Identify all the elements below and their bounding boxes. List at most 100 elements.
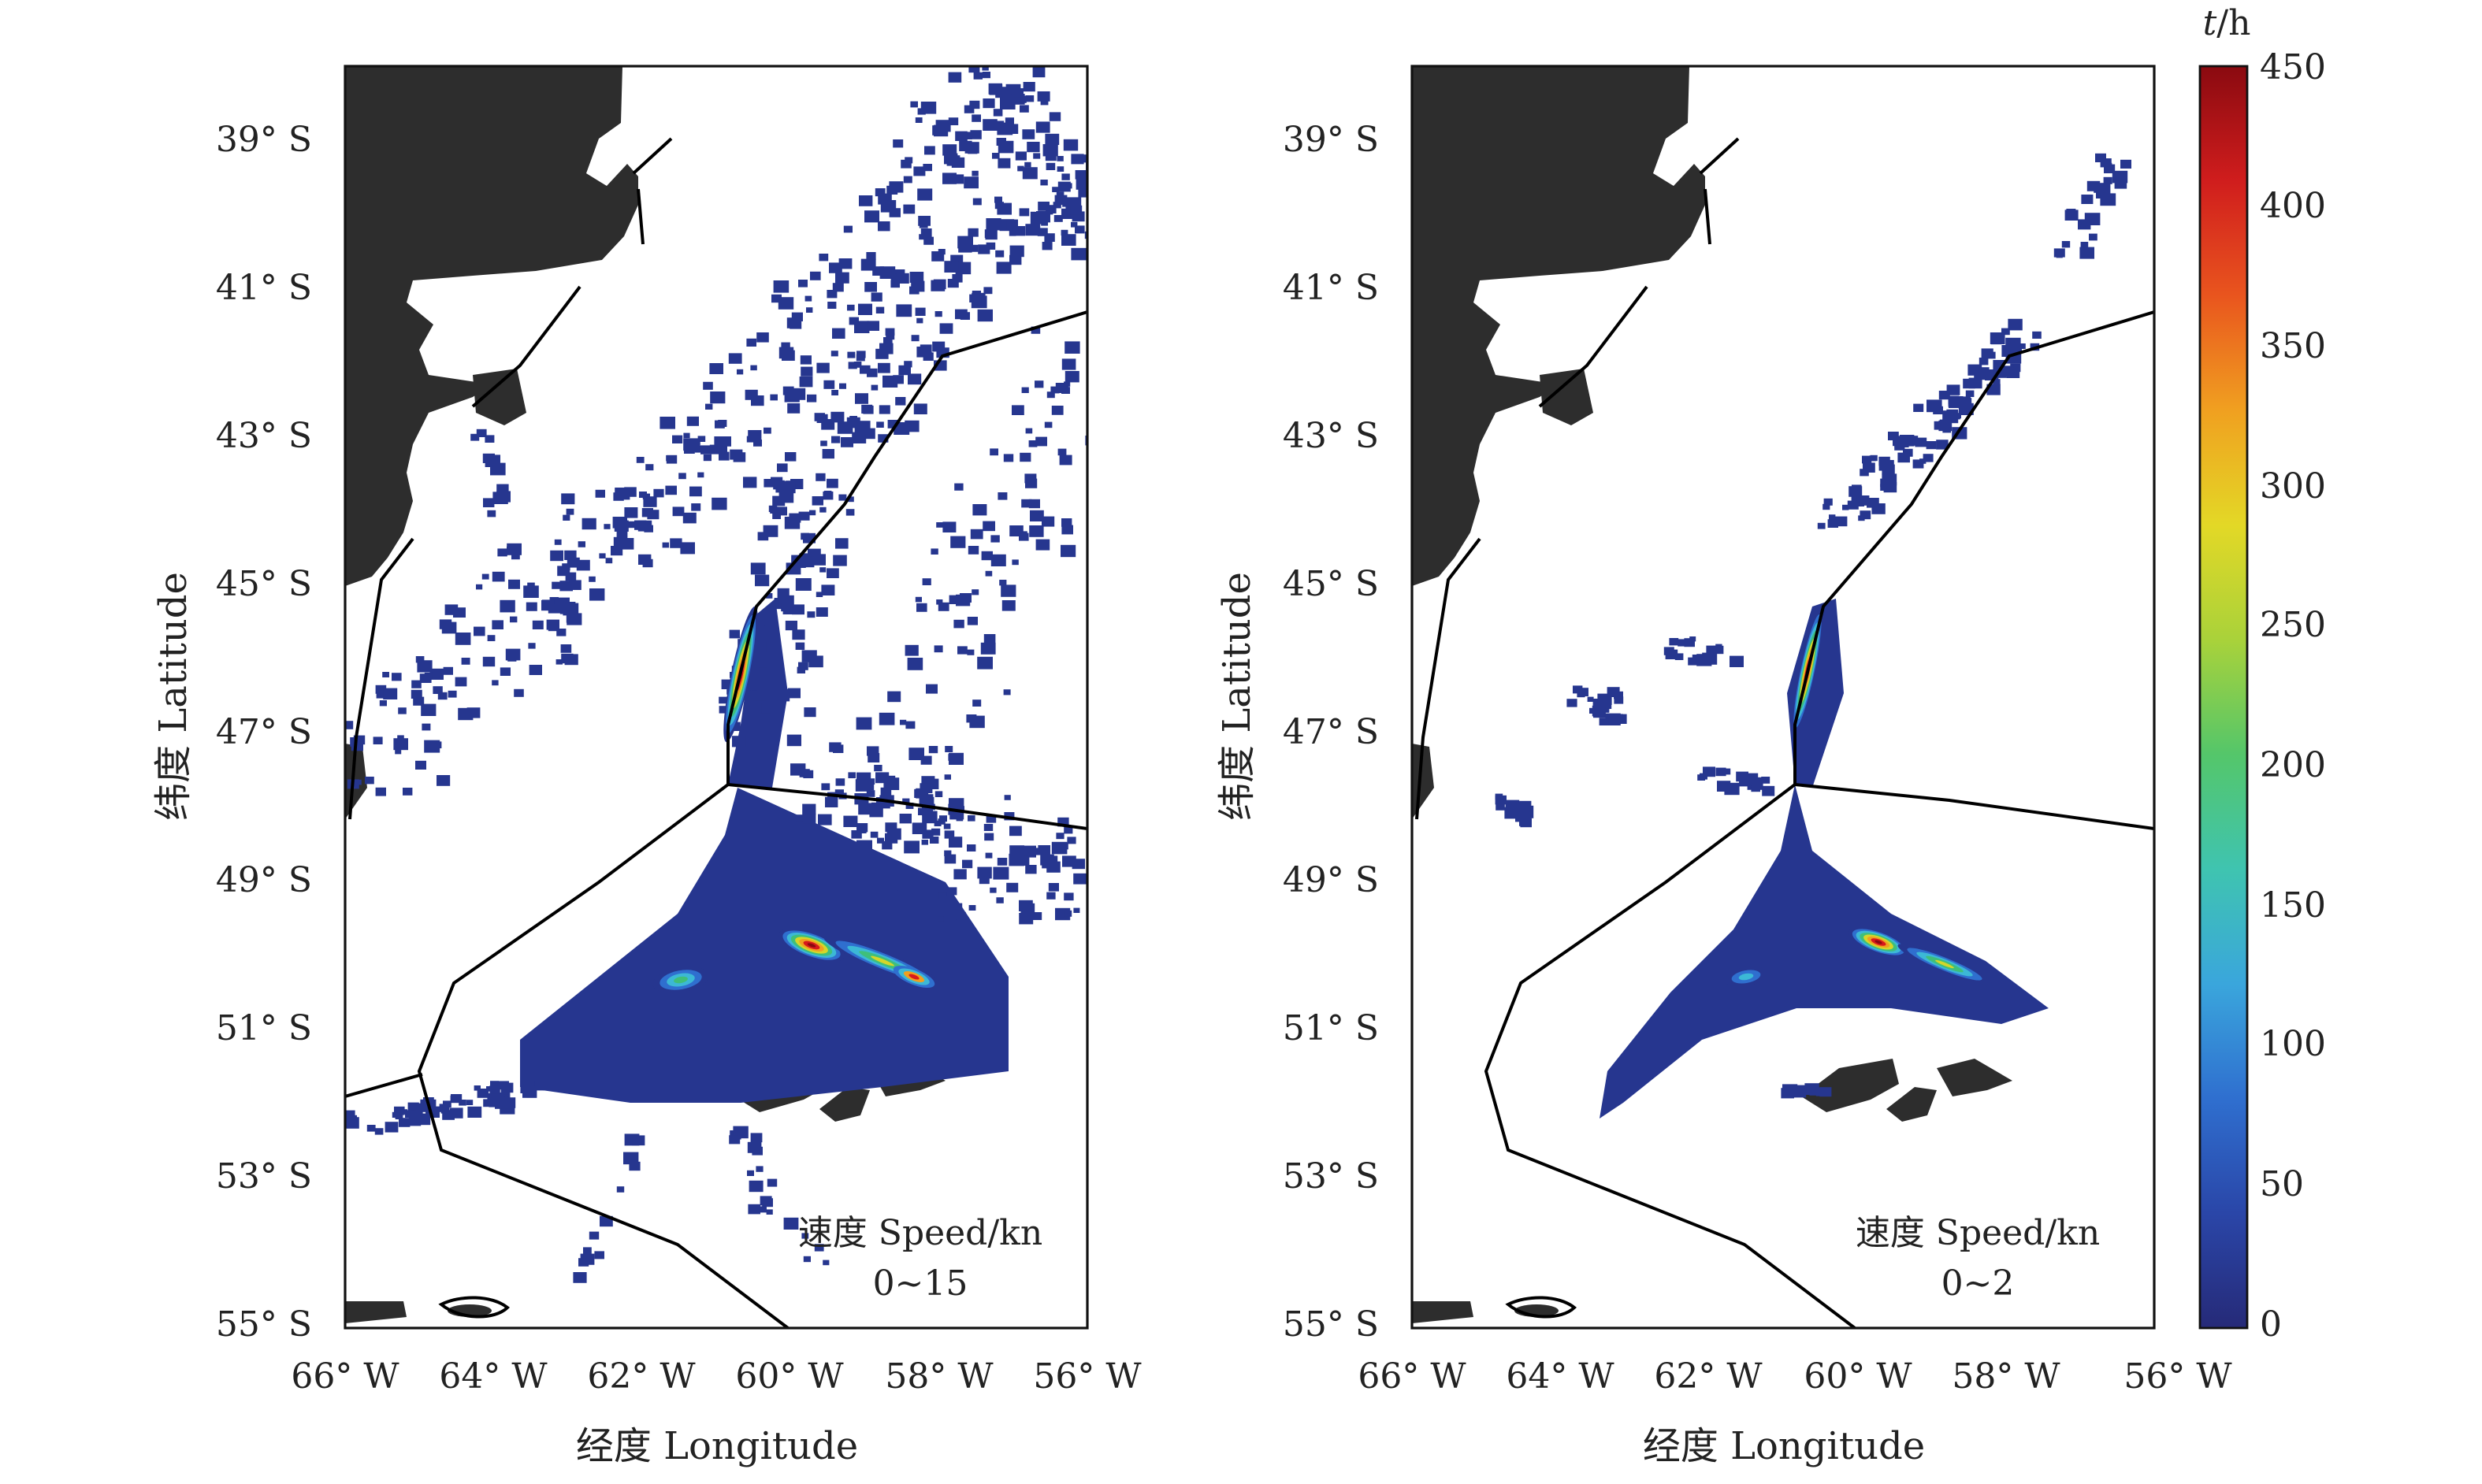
land-tierra-del-fuego — [345, 1301, 407, 1323]
effort-cell — [905, 721, 916, 729]
effort-cell — [949, 596, 959, 604]
effort-cell — [1108, 160, 1117, 167]
effort-cell — [972, 291, 981, 298]
effort-cell — [411, 1110, 423, 1119]
effort-cell — [1109, 856, 1120, 865]
left-y-axis: 39° S 41° S 43° S 45° S 47° S 49° S 51° … — [216, 120, 312, 1345]
effort-cell — [972, 589, 979, 595]
effort-cell — [924, 146, 935, 155]
effort-cell — [990, 554, 1006, 566]
effort-cell — [986, 242, 996, 250]
effort-cell — [373, 736, 383, 744]
effort-cell — [816, 473, 826, 481]
effort-cell — [439, 619, 452, 629]
effort-cell — [486, 1086, 493, 1092]
effort-cell — [411, 689, 422, 699]
effort-cell — [756, 332, 769, 343]
effort-cell — [982, 72, 990, 79]
effort-cell — [1064, 826, 1073, 834]
effort-cell — [2095, 153, 2106, 162]
right-x-axis: 66° W 64° W 62° W 60° W 58° W 56° W — [1358, 1356, 2232, 1397]
effort-cell — [838, 494, 847, 501]
effort-cell — [874, 765, 882, 772]
effort-cell — [812, 496, 823, 506]
effort-cell — [997, 202, 1012, 215]
effort-cell — [847, 351, 856, 358]
effort-cell — [1042, 516, 1055, 527]
effort-cell — [921, 840, 928, 845]
effort-cell — [1020, 105, 1029, 113]
effort-cell — [419, 673, 432, 683]
effort-cell — [843, 815, 858, 827]
y-tick-label: 45° S — [216, 564, 312, 604]
effort-cell — [470, 433, 480, 441]
effort-cell — [1001, 584, 1016, 597]
effort-cell — [559, 581, 573, 592]
effort-cell — [952, 274, 963, 283]
effort-cell — [554, 539, 562, 545]
colorbar: t/h 450 400 350 300 250 200 150 100 50 0 — [2198, 3, 2326, 1345]
effort-cell — [890, 280, 900, 288]
effort-cell — [908, 373, 922, 385]
x-tick-label: 64° W — [439, 1356, 548, 1397]
colorbar-ticks: 450 400 350 300 250 200 150 100 50 0 — [2260, 47, 2326, 1345]
effort-cell — [885, 833, 898, 844]
effort-cell — [398, 707, 407, 714]
effort-cell — [992, 153, 1000, 159]
effort-cell — [973, 72, 983, 80]
effort-cell — [1001, 600, 1016, 611]
colorbar-title: t/h — [2203, 3, 2251, 43]
effort-cell — [908, 748, 924, 760]
effort-cell — [986, 218, 1001, 231]
x-tick-label: 56° W — [2123, 1356, 2232, 1397]
effort-cell — [485, 454, 500, 467]
effort-cell — [1044, 233, 1055, 242]
effort-cell — [1057, 156, 1064, 161]
effort-cell — [749, 1180, 764, 1193]
effort-cell — [998, 140, 1014, 154]
effort-cell — [1027, 142, 1040, 153]
effort-cell — [1815, 1087, 1827, 1096]
effort-cell — [345, 721, 354, 729]
effort-cell — [782, 386, 794, 395]
effort-cell — [2019, 343, 2026, 349]
effort-cell — [819, 254, 829, 262]
effort-cell — [548, 624, 558, 632]
effort-cell — [849, 317, 859, 325]
effort-cell — [1012, 405, 1024, 415]
effort-cell — [821, 584, 835, 595]
effort-cell — [1696, 654, 1712, 666]
effort-cell — [810, 271, 821, 280]
effort-cell — [896, 273, 909, 284]
effort-cell — [1022, 167, 1038, 180]
effort-cell — [1098, 235, 1107, 242]
effort-cell — [375, 787, 386, 796]
effort-cell — [782, 350, 795, 361]
effort-cell — [437, 692, 448, 700]
effort-cell — [972, 699, 982, 707]
x-tick-label: 62° W — [587, 1356, 696, 1397]
effort-cell — [399, 1118, 411, 1127]
effort-cell — [1088, 420, 1094, 425]
effort-cell — [541, 599, 553, 609]
effort-cell — [1095, 235, 1111, 247]
effort-hotspot — [1935, 959, 1954, 969]
effort-cell — [1060, 843, 1068, 850]
effort-cell — [878, 221, 890, 232]
effort-cell — [823, 1260, 830, 1266]
effort-cell — [785, 452, 797, 462]
effort-cell — [786, 480, 796, 489]
effort-cell — [1065, 371, 1079, 383]
effort-cell — [666, 455, 674, 462]
effort-cell — [773, 280, 790, 293]
effort-cell — [703, 381, 713, 390]
effort-cell — [529, 665, 542, 675]
effort-cell — [827, 478, 838, 488]
effort-cell — [1006, 882, 1019, 892]
effort-cell — [2103, 176, 2112, 184]
effort-cell — [637, 520, 652, 532]
effort-cell — [1078, 188, 1087, 198]
effort-cell — [567, 613, 582, 625]
effort-cell — [1117, 856, 1127, 864]
effort-cell — [1829, 514, 1836, 520]
